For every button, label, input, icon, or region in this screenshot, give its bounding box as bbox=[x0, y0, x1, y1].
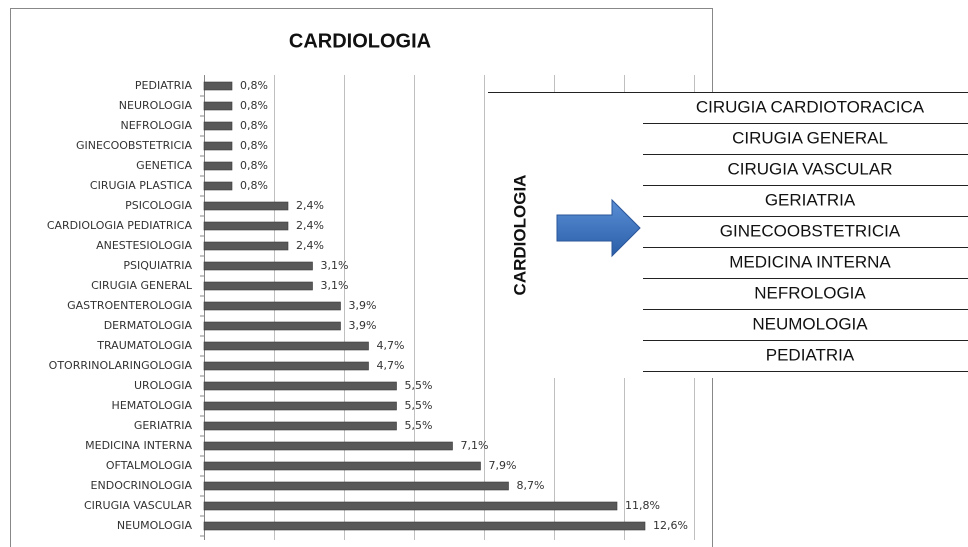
category-label: PEDIATRIA bbox=[135, 79, 193, 92]
bar bbox=[203, 321, 341, 331]
bar bbox=[203, 501, 618, 511]
list-item: MEDICINA INTERNA bbox=[729, 252, 891, 271]
category-label: GERIATRIA bbox=[134, 419, 193, 432]
category-label: CIRUGIA VASCULAR bbox=[84, 499, 192, 512]
bar bbox=[203, 461, 481, 471]
bar bbox=[203, 241, 289, 251]
list-item: GINECOOBSTETRICIA bbox=[720, 221, 901, 240]
data-label: 11,8% bbox=[625, 499, 660, 512]
category-label: PSIQUIATRIA bbox=[123, 259, 192, 272]
category-label: CIRUGIA PLASTICA bbox=[90, 179, 193, 192]
data-label: 3,9% bbox=[349, 319, 377, 332]
category-label: MEDICINA INTERNA bbox=[85, 439, 192, 452]
data-label: 12,6% bbox=[653, 519, 688, 532]
data-label: 5,5% bbox=[405, 379, 433, 392]
data-label: 2,4% bbox=[296, 199, 324, 212]
bar bbox=[203, 201, 289, 211]
category-label: UROLOGIA bbox=[134, 379, 193, 392]
category-label: DERMATOLOGIA bbox=[104, 319, 193, 332]
category-label: NEUROLOGIA bbox=[119, 99, 193, 112]
data-label: 0,8% bbox=[240, 159, 268, 172]
data-label: 0,8% bbox=[240, 79, 268, 92]
data-label: 0,8% bbox=[240, 119, 268, 132]
list-item: GERIATRIA bbox=[765, 190, 856, 209]
category-label: CIRUGIA GENERAL bbox=[91, 279, 193, 292]
category-label: TRAUMATOLOGIA bbox=[96, 339, 192, 352]
bar bbox=[203, 181, 233, 191]
side-panel: CARDIOLOGIA CIRUGIA CARDIOTORACICA CIRUGI… bbox=[488, 92, 968, 378]
data-label: 2,4% bbox=[296, 219, 324, 232]
data-label: 0,8% bbox=[240, 99, 268, 112]
category-label: ENDOCRINOLOGIA bbox=[91, 479, 193, 492]
plot-area: PEDIATRIA 0,8% NEUROLOGIA 0,8% NEFROLOGIA 0,8… bbox=[47, 75, 695, 540]
bar bbox=[203, 121, 233, 131]
category-label: GINECOOBSTETRICIA bbox=[76, 139, 192, 152]
bar bbox=[203, 281, 313, 291]
arrow bbox=[556, 198, 641, 258]
category-label: OTORRINOLARINGOLOGIA bbox=[49, 359, 193, 372]
bar bbox=[203, 381, 397, 391]
category-label: OFTALMOLOGIA bbox=[106, 459, 193, 472]
bar bbox=[203, 81, 233, 91]
list-item: NEUMOLOGIA bbox=[752, 314, 868, 333]
data-label: 3,1% bbox=[321, 279, 349, 292]
category-label: GENETICA bbox=[136, 159, 192, 172]
category-label: HEMATOLOGIA bbox=[112, 399, 193, 412]
bar bbox=[203, 161, 233, 171]
panel-label: CARDIOLOGIA bbox=[510, 175, 529, 296]
data-label: 4,7% bbox=[377, 339, 405, 352]
data-label: 3,1% bbox=[321, 259, 349, 272]
list-item: CIRUGIA VASCULAR bbox=[727, 159, 892, 178]
data-label: 0,8% bbox=[240, 139, 268, 152]
data-label: 7,1% bbox=[461, 439, 489, 452]
bar bbox=[203, 481, 509, 491]
list-item: CIRUGIA GENERAL bbox=[732, 128, 888, 147]
bar bbox=[203, 141, 233, 151]
data-label: 5,5% bbox=[405, 419, 433, 432]
bar bbox=[203, 361, 369, 371]
category-label: NEFROLOGIA bbox=[121, 119, 193, 132]
category-label: CARDIOLOGIA PEDIATRICA bbox=[47, 219, 193, 232]
data-label: 5,5% bbox=[405, 399, 433, 412]
category-label: PSICOLOGIA bbox=[125, 199, 192, 212]
data-label: 3,9% bbox=[349, 299, 377, 312]
bar bbox=[203, 521, 646, 531]
category-label: GASTROENTEROLOGIA bbox=[67, 299, 192, 312]
data-label: 4,7% bbox=[377, 359, 405, 372]
data-label: 7,9% bbox=[489, 459, 517, 472]
data-label: 8,7% bbox=[517, 479, 545, 492]
list-item: NEFROLOGIA bbox=[754, 283, 866, 302]
bar bbox=[203, 301, 341, 311]
category-label: ANESTESIOLOGIA bbox=[96, 239, 192, 252]
bar bbox=[203, 441, 453, 451]
bar bbox=[203, 401, 397, 411]
bar bbox=[203, 261, 313, 271]
chart-title: CARDIOLOGIA bbox=[289, 30, 431, 52]
list-item: PEDIATRIA bbox=[766, 345, 855, 364]
bar bbox=[203, 341, 369, 351]
bar bbox=[203, 421, 397, 431]
bar bbox=[203, 221, 289, 231]
bar bbox=[203, 101, 233, 111]
list-item: CIRUGIA CARDIOTORACICA bbox=[696, 97, 925, 116]
category-label: NEUMOLOGIA bbox=[117, 519, 193, 532]
data-label: 0,8% bbox=[240, 179, 268, 192]
data-label: 2,4% bbox=[296, 239, 324, 252]
